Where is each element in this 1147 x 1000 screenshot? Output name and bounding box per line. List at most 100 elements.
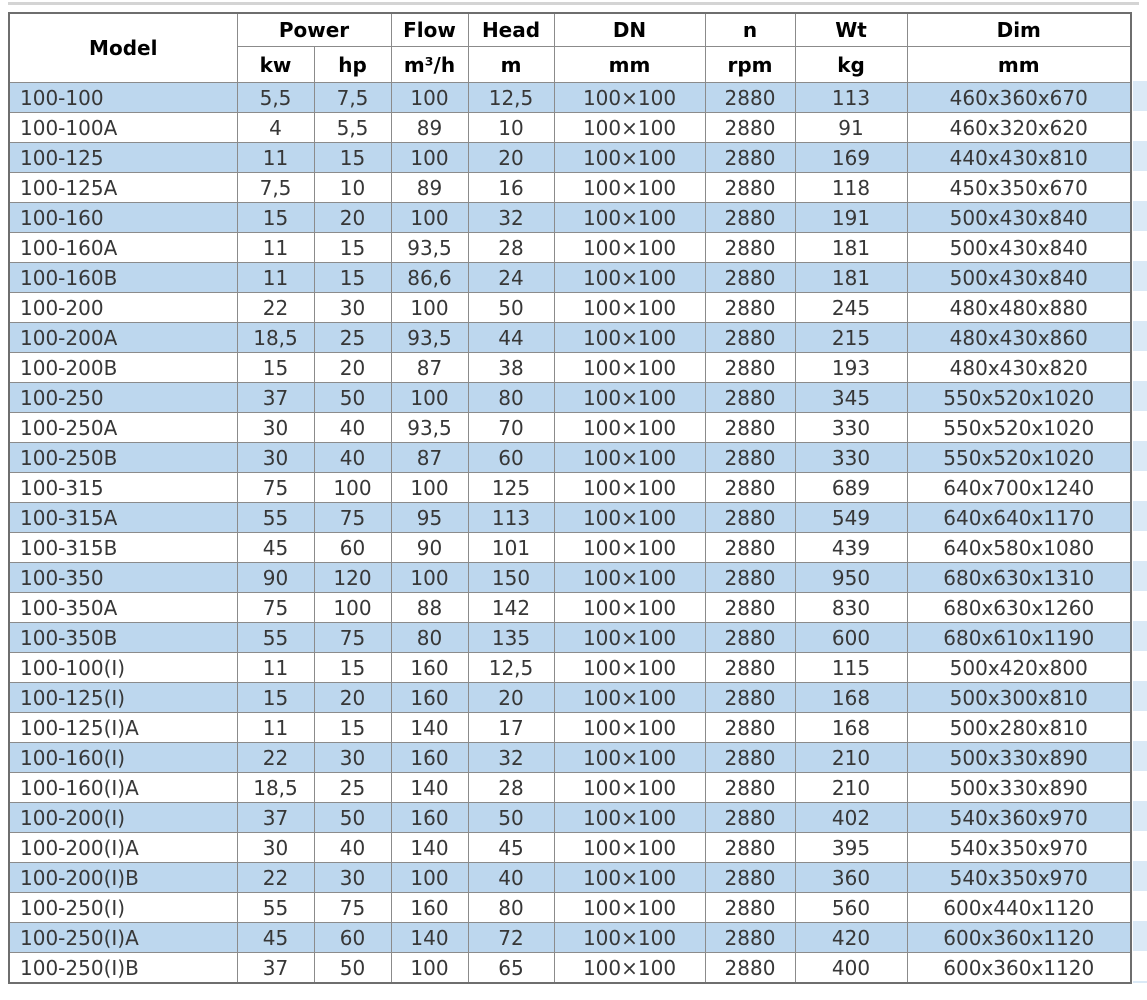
cell-model: 100-250(I)B (8, 952, 238, 984)
cell-model: 100-160A (8, 232, 238, 263)
cell-flow: 160 (390, 892, 469, 923)
cell-rpm: 2880 (704, 592, 796, 623)
cell-flow: 89 (390, 112, 469, 143)
cell-head: 20 (467, 142, 555, 173)
cell-model: 100-200(I)A (8, 832, 238, 863)
cell-rpm: 2880 (704, 352, 796, 383)
cell-dim: 600x360x1120 (906, 952, 1132, 984)
cell-power-hp: 25 (313, 322, 392, 353)
cell-rpm: 2880 (704, 622, 796, 653)
cell-rpm: 2880 (704, 652, 796, 683)
cell-dim: 500x280x810 (906, 712, 1132, 743)
cell-power-hp: 25 (313, 772, 392, 803)
cell-dn: 100×100 (553, 562, 706, 593)
cell-dn: 100×100 (553, 322, 706, 353)
cell-flow: 89 (390, 172, 469, 203)
cell-rpm: 2880 (704, 232, 796, 263)
table-row: 100-350A 75 100 88 142 100×100 2880 830 680x630x… (8, 592, 1132, 623)
cell-weight: 950 (794, 562, 908, 593)
cell-weight: 181 (794, 262, 908, 293)
cell-dn: 100×100 (553, 352, 706, 383)
cell-model: 100-100 (8, 82, 238, 113)
cell-power-kw: 22 (236, 742, 315, 773)
cell-dn: 100×100 (553, 892, 706, 923)
cell-weight: 245 (794, 292, 908, 323)
cell-dn: 100×100 (553, 112, 706, 143)
cell-power-hp: 50 (313, 802, 392, 833)
cell-power-kw: 45 (236, 922, 315, 953)
unit-header-kw: kw (236, 46, 315, 83)
col-header-dim: Dim (906, 12, 1132, 47)
cell-power-hp: 40 (313, 442, 392, 473)
cell-model: 100-160(I)A (8, 772, 238, 803)
table-row: 100-315B 45 60 90 101 100×100 2880 439 640x580x1… (8, 532, 1132, 563)
cell-flow: 140 (390, 922, 469, 953)
table-row: 100-315 75 100 100 125 100×100 2880 689 640x700x… (8, 472, 1132, 503)
cell-power-kw: 22 (236, 862, 315, 893)
cell-weight: 402 (794, 802, 908, 833)
cell-rpm: 2880 (704, 502, 796, 533)
table-row: 100-250(I)B 37 50 100 65 100×100 2880 400 600x36… (8, 952, 1132, 984)
cell-rpm: 2880 (704, 112, 796, 143)
table-body: 100-100 5,5 7,5 100 12,5 100×100 2880 113 460x36… (8, 82, 1132, 984)
cell-rpm: 2880 (704, 772, 796, 803)
cell-model: 100-200 (8, 292, 238, 323)
cell-dim: 540x350x970 (906, 832, 1132, 863)
cell-power-kw: 22 (236, 292, 315, 323)
cell-model: 100-160B (8, 262, 238, 293)
cell-weight: 193 (794, 352, 908, 383)
cell-power-kw: 15 (236, 202, 315, 233)
table-row: 100-350B 55 75 80 135 100×100 2880 600 680x610x1… (8, 622, 1132, 653)
cell-flow: 100 (390, 202, 469, 233)
cell-dim: 500x430x840 (906, 232, 1132, 263)
table-row: 100-200(I)A 30 40 140 45 100×100 2880 395 540x35… (8, 832, 1132, 863)
cell-model: 100-160(I) (8, 742, 238, 773)
table-row: 100-200 22 30 100 50 100×100 2880 245 480x480x88… (8, 292, 1132, 323)
cell-weight: 345 (794, 382, 908, 413)
cell-dim: 600x360x1120 (906, 922, 1132, 953)
cell-rpm: 2880 (704, 742, 796, 773)
cell-head: 12,5 (467, 652, 555, 683)
cell-power-kw: 45 (236, 532, 315, 563)
cell-dn: 100×100 (553, 682, 706, 713)
cell-weight: 210 (794, 742, 908, 773)
cell-dn: 100×100 (553, 622, 706, 653)
cell-dim: 480x430x860 (906, 322, 1132, 353)
cell-model: 100-315 (8, 472, 238, 503)
cell-model: 100-250(I) (8, 892, 238, 923)
cell-power-hp: 20 (313, 352, 392, 383)
cell-head: 45 (467, 832, 555, 863)
cell-dn: 100×100 (553, 832, 706, 863)
cell-model: 100-315B (8, 532, 238, 563)
cell-flow: 88 (390, 592, 469, 623)
cell-power-hp: 20 (313, 202, 392, 233)
cell-dn: 100×100 (553, 262, 706, 293)
cell-dim: 680x610x1190 (906, 622, 1132, 653)
cell-rpm: 2880 (704, 832, 796, 863)
col-header-flow: Flow (390, 12, 469, 47)
cell-dim: 680x630x1260 (906, 592, 1132, 623)
cell-model: 100-250 (8, 382, 238, 413)
cell-head: 50 (467, 292, 555, 323)
cell-rpm: 2880 (704, 952, 796, 984)
cell-dn: 100×100 (553, 472, 706, 503)
cell-head: 28 (467, 232, 555, 263)
cell-rpm: 2880 (704, 322, 796, 353)
cell-rpm: 2880 (704, 472, 796, 503)
cell-rpm: 2880 (704, 172, 796, 203)
cell-model: 100-315A (8, 502, 238, 533)
cell-power-kw: 37 (236, 802, 315, 833)
col-header-n: n (704, 12, 796, 47)
cell-flow: 100 (390, 142, 469, 173)
cell-power-kw: 37 (236, 382, 315, 413)
cell-power-kw: 75 (236, 472, 315, 503)
col-header-head: Head (467, 12, 555, 47)
cell-power-hp: 30 (313, 292, 392, 323)
cell-weight: 115 (794, 652, 908, 683)
cell-model: 100-250B (8, 442, 238, 473)
cell-dn: 100×100 (553, 172, 706, 203)
cell-head: 32 (467, 742, 555, 773)
table-row: 100-100A 4 5,5 89 10 100×100 2880 91 460x320x620 (8, 112, 1132, 143)
cell-flow: 100 (390, 472, 469, 503)
cell-weight: 118 (794, 172, 908, 203)
